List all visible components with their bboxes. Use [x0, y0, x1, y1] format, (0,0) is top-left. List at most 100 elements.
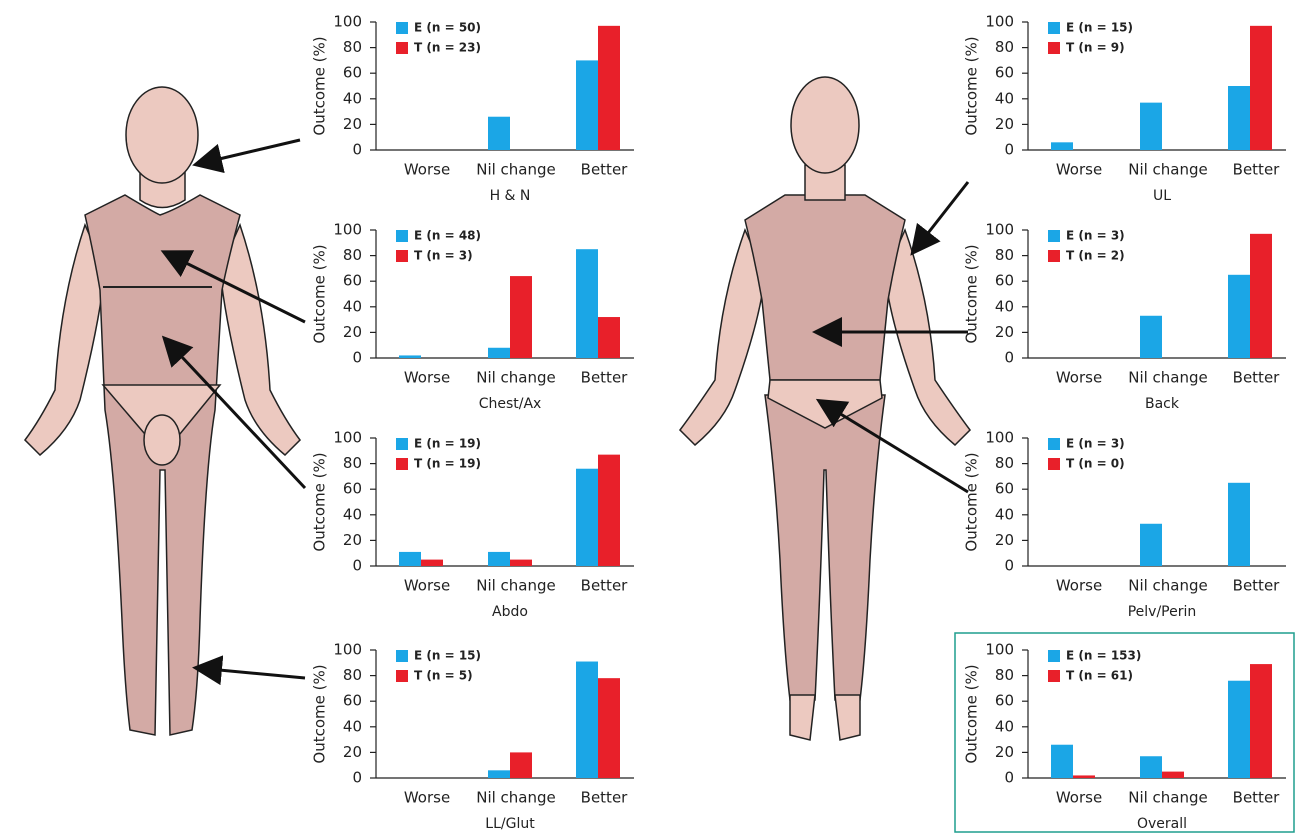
y-tick-label: 20: [343, 323, 362, 341]
y-tick-label: 80: [343, 454, 362, 472]
legend-label: T (n = 61): [1066, 669, 1133, 683]
x-tick-label: Worse: [404, 161, 450, 179]
bar: [1140, 523, 1162, 566]
y-axis-label: Outcome (%): [963, 244, 981, 343]
legend-swatch: [1048, 458, 1060, 470]
legend-label: T (n = 2): [1066, 249, 1125, 263]
x-axis-label: LL/Glut: [485, 816, 535, 832]
y-tick-label: 60: [995, 64, 1014, 82]
legend-label: E (n = 153): [1066, 649, 1141, 663]
y-tick-label: 100: [985, 429, 1014, 447]
x-tick-label: Better: [581, 789, 629, 807]
y-tick-label: 80: [343, 38, 362, 56]
x-axis-label: H & N: [490, 188, 531, 204]
y-tick-label: 60: [995, 272, 1014, 290]
legend-swatch: [396, 230, 408, 242]
legend-swatch: [1048, 670, 1060, 682]
x-axis-label: UL: [1153, 188, 1171, 204]
arrows: [160, 138, 970, 686]
bar: [488, 770, 510, 778]
y-tick-label: 0: [1004, 349, 1014, 367]
y-tick-label: 20: [995, 115, 1014, 133]
y-tick-label: 20: [343, 115, 362, 133]
x-tick-label: Nil change: [476, 369, 556, 387]
front-body: [24, 86, 301, 736]
legend-label: T (n = 0): [1066, 457, 1125, 471]
bar: [399, 355, 421, 358]
y-tick-label: 20: [343, 531, 362, 549]
bar: [1073, 775, 1095, 778]
y-tick-label: 0: [352, 769, 362, 787]
legend-label: T (n = 19): [414, 457, 481, 471]
legend-swatch: [396, 650, 408, 662]
y-axis-label: Outcome (%): [311, 452, 329, 551]
x-tick-label: Nil change: [1128, 789, 1208, 807]
y-tick-label: 40: [343, 717, 362, 735]
bar: [576, 468, 598, 566]
legend-swatch: [396, 670, 408, 682]
x-tick-label: Nil change: [476, 577, 556, 595]
legend-label: T (n = 9): [1066, 41, 1125, 55]
bar: [399, 551, 421, 566]
y-tick-label: 40: [343, 505, 362, 523]
legend-label: E (n = 15): [414, 649, 481, 663]
bar: [598, 454, 620, 566]
legend-swatch: [396, 458, 408, 470]
y-tick-label: 60: [995, 692, 1014, 710]
legend-swatch: [1048, 230, 1060, 242]
bar: [576, 249, 598, 358]
bar: [1051, 142, 1073, 150]
bar: [576, 661, 598, 778]
y-tick-label: 60: [343, 272, 362, 290]
bar: [1250, 233, 1272, 358]
x-tick-label: Worse: [1056, 161, 1102, 179]
y-axis-label: Outcome (%): [963, 452, 981, 551]
legend-label: E (n = 3): [1066, 437, 1125, 451]
y-tick-label: 0: [1004, 769, 1014, 787]
x-tick-label: Nil change: [476, 161, 556, 179]
y-tick-label: 80: [343, 246, 362, 264]
x-axis-label: Overall: [1137, 816, 1187, 832]
y-tick-label: 40: [995, 505, 1014, 523]
legend-label: E (n = 48): [414, 229, 481, 243]
bar: [576, 60, 598, 150]
back-body: [679, 76, 971, 741]
x-axis-label: Back: [1145, 396, 1180, 412]
y-tick-label: 60: [995, 480, 1014, 498]
x-axis-label: Pelv/Perin: [1128, 604, 1197, 620]
legend-swatch: [1048, 22, 1060, 34]
x-tick-label: Worse: [404, 369, 450, 387]
bar: [1051, 744, 1073, 778]
x-tick-label: Better: [1233, 789, 1281, 807]
bar: [488, 551, 510, 566]
x-tick-label: Better: [581, 369, 629, 387]
y-tick-label: 100: [333, 641, 362, 659]
y-tick-label: 60: [343, 64, 362, 82]
bar: [1250, 25, 1272, 151]
bar: [488, 116, 510, 150]
x-tick-label: Nil change: [1128, 161, 1208, 179]
legend-label: T (n = 3): [414, 249, 473, 263]
y-tick-label: 0: [352, 141, 362, 159]
x-tick-label: Worse: [1056, 789, 1102, 807]
bar: [1228, 680, 1250, 778]
y-tick-label: 80: [343, 666, 362, 684]
y-tick-label: 0: [1004, 141, 1014, 159]
legend-swatch: [1048, 650, 1060, 662]
legend-swatch: [396, 250, 408, 262]
bar: [1140, 102, 1162, 150]
x-tick-label: Better: [1233, 577, 1281, 595]
bar: [598, 25, 620, 151]
legend-swatch: [1048, 438, 1060, 450]
y-tick-label: 20: [995, 323, 1014, 341]
y-tick-label: 40: [995, 89, 1014, 107]
legend-label: E (n = 15): [1066, 21, 1133, 35]
y-tick-label: 20: [343, 743, 362, 761]
y-tick-label: 100: [985, 13, 1014, 31]
x-tick-label: Worse: [404, 577, 450, 595]
y-axis-label: Outcome (%): [311, 244, 329, 343]
y-tick-label: 80: [995, 666, 1014, 684]
legend-label: E (n = 3): [1066, 229, 1125, 243]
y-tick-label: 40: [343, 297, 362, 315]
